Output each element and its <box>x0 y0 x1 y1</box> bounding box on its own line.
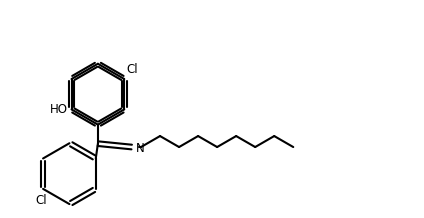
Text: Cl: Cl <box>126 63 138 76</box>
Text: Cl: Cl <box>35 194 47 207</box>
Text: N: N <box>136 142 145 155</box>
Text: HO: HO <box>50 103 68 116</box>
